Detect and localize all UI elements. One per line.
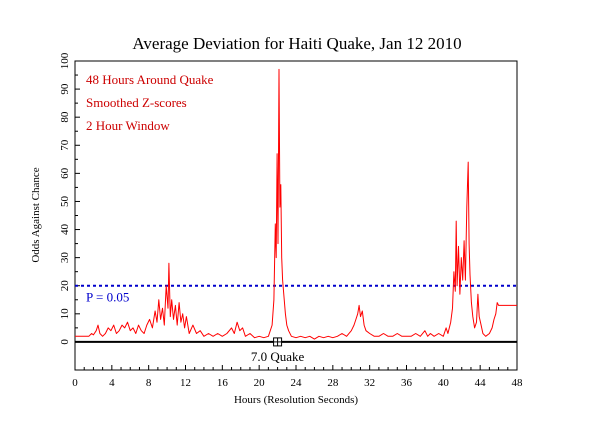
chart-title: Average Deviation for Haiti Quake, Jan 1… [132, 34, 461, 53]
y-tick-label: 50 [59, 195, 71, 207]
x-tick-label: 20 [254, 377, 266, 389]
y-tick-label: 70 [59, 139, 71, 151]
x-tick-label: 48 [512, 377, 524, 389]
x-axis-ticks: 0 4 8 12 16 20 24 28 32 36 40 44 48 [72, 365, 523, 389]
x-tick-label: 8 [146, 377, 152, 389]
y-tick-label: 30 [59, 252, 71, 264]
threshold-label: P = 0.05 [86, 290, 129, 305]
y-axis-ticks: 0 10 20 30 40 50 60 70 80 90 100 [59, 52, 80, 345]
x-tick-label: 28 [327, 377, 339, 389]
y-tick-label: 40 [59, 224, 71, 236]
event-marker [273, 337, 283, 347]
x-tick-label: 44 [475, 377, 487, 389]
x-tick-label: 4 [109, 377, 115, 389]
y-tick-label: 20 [59, 280, 71, 292]
annotation-1: 48 Hours Around Quake [86, 72, 214, 87]
annotation-3: 2 Hour Window [86, 118, 170, 133]
series-line [75, 68, 517, 340]
y-tick-label: 60 [59, 167, 71, 179]
y-tick-label: 80 [59, 111, 71, 123]
y-tick-label: 10 [59, 308, 71, 320]
y-tick-label: 0 [59, 339, 71, 345]
x-axis-label: Hours (Resolution Seconds) [234, 394, 358, 406]
x-tick-label: 24 [291, 377, 303, 389]
x-tick-label: 16 [217, 377, 229, 389]
y-tick-label: 100 [59, 52, 71, 69]
x-tick-label: 36 [401, 377, 413, 389]
x-tick-label: 0 [72, 377, 78, 389]
x-tick-label: 40 [438, 377, 450, 389]
x-tick-label: 32 [364, 377, 375, 389]
y-tick-label: 90 [59, 83, 71, 95]
annotation-2: Smoothed Z-scores [86, 95, 187, 110]
x-tick-label: 12 [180, 377, 191, 389]
y-axis-label: Odds Against Chance [30, 167, 42, 262]
event-label: 7.0 Quake [251, 349, 305, 364]
